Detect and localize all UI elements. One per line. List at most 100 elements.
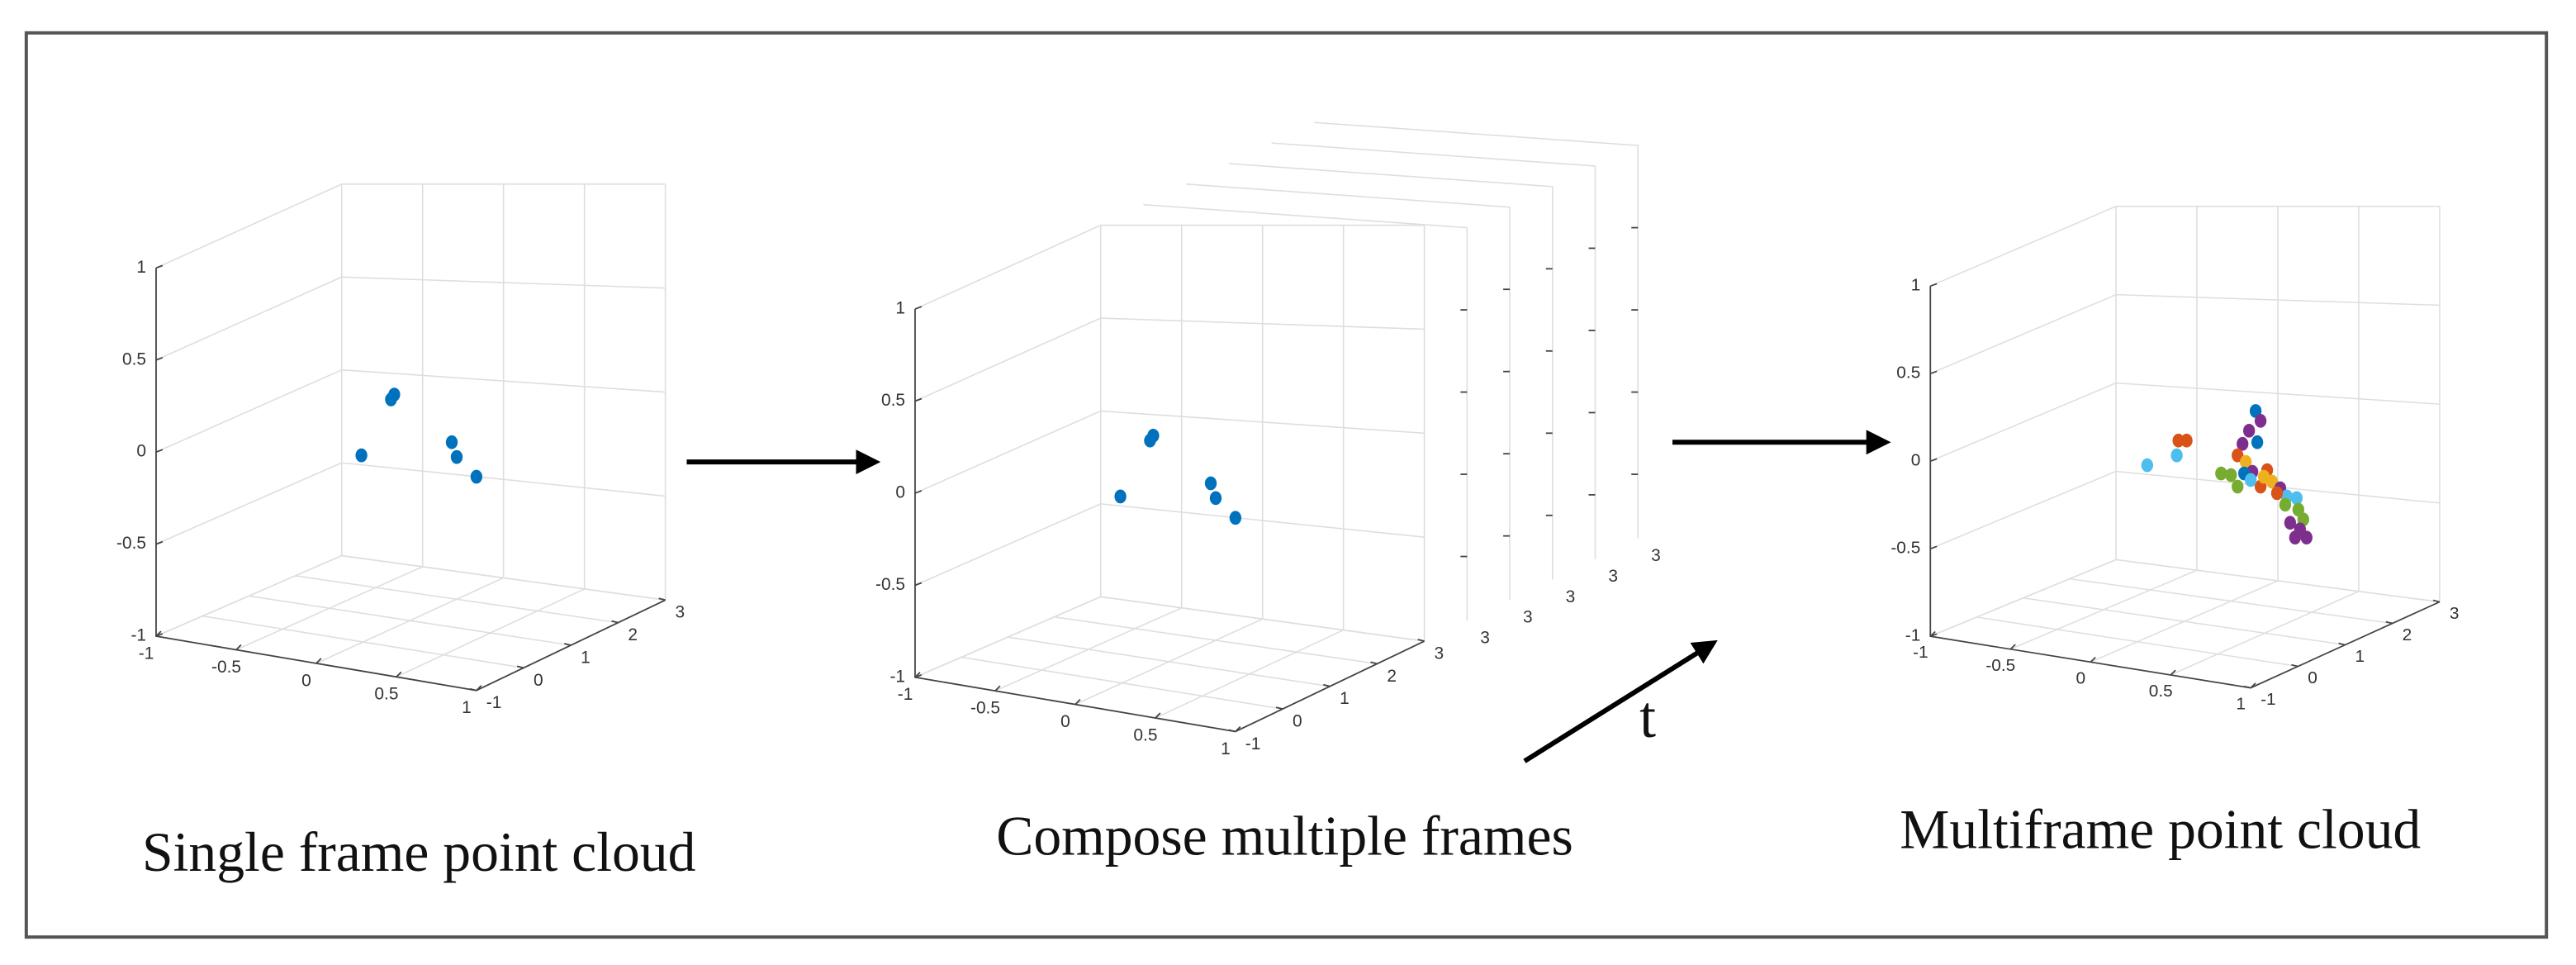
- stacked-frame: [1271, 142, 1596, 559]
- x-tick-label: -0.5: [211, 658, 241, 677]
- stacked-frame: [1314, 121, 1639, 539]
- tick-mark: [1323, 683, 1331, 687]
- time-arrow: [1523, 639, 1718, 763]
- stacked-tick-label: 3: [1523, 608, 1533, 627]
- point: [2232, 479, 2244, 494]
- x-tick-label: 0: [2076, 670, 2085, 687]
- z-tick-label: 1: [895, 299, 905, 318]
- point: [2180, 433, 2193, 448]
- tick-mark: [2291, 663, 2298, 668]
- y-tick-label: 0: [1293, 712, 1302, 731]
- grid-line: [1100, 503, 1425, 538]
- stacked-frame: [1186, 183, 1511, 601]
- y-tick-label: 2: [628, 625, 638, 644]
- point: [355, 448, 368, 463]
- point: [2251, 435, 2264, 449]
- tick-mark: [476, 685, 482, 692]
- grid-line: [1008, 636, 1331, 687]
- point: [2141, 458, 2153, 473]
- grid-line: [914, 224, 1102, 310]
- point: [1229, 511, 1242, 525]
- tick-mark: [1275, 706, 1283, 710]
- tick-mark: [2385, 620, 2393, 625]
- x-tick-label: 1: [462, 698, 472, 717]
- x-tick-label: 0.5: [1133, 725, 1157, 744]
- z-tick-label: -1: [130, 626, 146, 645]
- point: [1204, 476, 1217, 491]
- time-label: t: [1639, 685, 1656, 750]
- tick-mark: [2250, 682, 2256, 689]
- z-tick-label: 1: [1911, 277, 1921, 294]
- tick-mark: [469, 687, 477, 692]
- border: [24, 31, 2549, 939]
- z-tick-label: -1: [890, 667, 905, 686]
- tick-mark: [2338, 642, 2346, 646]
- grid-line: [155, 368, 343, 453]
- tick-mark: [315, 658, 322, 664]
- tick-mark: [155, 540, 164, 545]
- x-tick-label: 1: [1221, 739, 1231, 758]
- tick-mark: [1155, 712, 1161, 719]
- caption: Compose multiple frames: [996, 805, 1573, 867]
- stacked-frame: [1228, 163, 1554, 580]
- z-tick-label: 0.5: [122, 349, 146, 368]
- stacked-tick-label: 3: [1651, 546, 1661, 565]
- x-tick-label: 1: [2236, 696, 2246, 713]
- tick-mark: [2170, 669, 2176, 676]
- tick-mark: [658, 597, 666, 601]
- point: [450, 449, 463, 464]
- grid-line: [2170, 591, 2360, 676]
- y-tick-label: 2: [2403, 626, 2412, 644]
- y-tick-label: -1: [1245, 734, 1261, 753]
- grid-line: [914, 503, 1102, 587]
- z-tick-label: -0.5: [1890, 540, 1920, 557]
- tick-mark: [611, 620, 619, 624]
- grid-line: [914, 317, 1102, 402]
- grid-line: [1100, 596, 1425, 642]
- grid-line: [396, 588, 585, 678]
- z-tick-label: -0.5: [875, 575, 905, 594]
- y-tick-label: 2: [1387, 667, 1397, 686]
- tick-mark: [1235, 725, 1241, 733]
- grid-line: [295, 575, 619, 624]
- tick-mark: [1929, 630, 1936, 637]
- y-tick-label: -1: [2261, 691, 2276, 708]
- grid-line: [1929, 382, 2117, 462]
- y-tick-label: 1: [2355, 648, 2365, 665]
- axis: [155, 268, 666, 692]
- tick-mark: [1929, 370, 1938, 375]
- grid-line: [155, 183, 343, 269]
- point: [2237, 436, 2249, 451]
- grid-line: [2115, 559, 2441, 603]
- z-tick-label: 0.5: [881, 391, 905, 410]
- y-tick-label: 0: [534, 671, 543, 690]
- z-tick-label: 0.5: [1896, 364, 1920, 382]
- tick-mark: [914, 672, 921, 678]
- point: [2300, 530, 2313, 545]
- point: [2244, 473, 2257, 487]
- tick-mark: [1228, 729, 1236, 733]
- x-tick-label: 0.5: [2149, 682, 2173, 700]
- x-tick-label: 0.5: [374, 685, 398, 704]
- stacked-tick-label: 3: [1566, 587, 1576, 606]
- tick-mark: [914, 490, 923, 494]
- tick-mark: [2243, 685, 2251, 689]
- grid-line: [155, 462, 343, 545]
- grid-line: [341, 554, 666, 601]
- point: [2240, 454, 2252, 469]
- tick-mark: [1929, 283, 1938, 288]
- grid-line: [1155, 629, 1344, 719]
- tick-mark: [235, 644, 242, 651]
- grid-line: [2069, 578, 2393, 625]
- tick-mark: [1075, 699, 1081, 706]
- point: [388, 387, 401, 402]
- tick-mark: [2090, 657, 2096, 663]
- point: [2170, 448, 2183, 463]
- point: [2225, 468, 2237, 483]
- tick-mark: [994, 685, 1001, 692]
- grid-line: [249, 595, 572, 646]
